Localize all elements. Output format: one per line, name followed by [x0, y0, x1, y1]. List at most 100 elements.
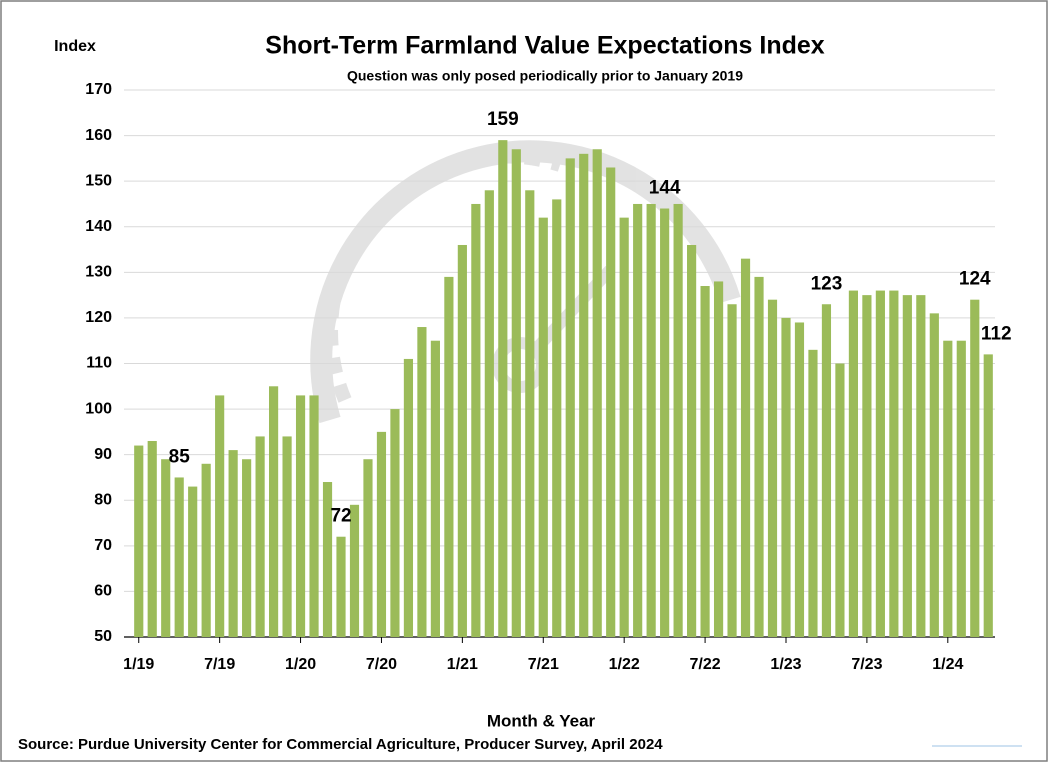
- bar: [363, 459, 373, 637]
- source-note: Source: Purdue University Center for Com…: [18, 736, 663, 753]
- y-axis-label: Index: [54, 38, 96, 55]
- bar: [282, 436, 292, 637]
- y-tick-label: 80: [94, 491, 112, 508]
- bar: [228, 450, 238, 637]
- bar: [322, 482, 333, 637]
- bar: [673, 203, 683, 638]
- bar: [902, 295, 912, 637]
- data-label: 85: [169, 446, 191, 467]
- bar: [376, 431, 387, 637]
- bar: [727, 304, 737, 637]
- data-label: 159: [487, 109, 519, 130]
- x-tick-label: 1/22: [609, 656, 640, 673]
- bar: [525, 190, 535, 638]
- data-label: 112: [981, 323, 1012, 344]
- bar: [538, 217, 548, 637]
- y-tick-label: 100: [85, 400, 112, 417]
- bar: [646, 203, 656, 638]
- bar: [134, 445, 144, 637]
- bar: [579, 153, 589, 638]
- y-tick-label: 70: [94, 537, 112, 554]
- chart-subtitle: Question was only posed periodically pri…: [347, 68, 743, 84]
- bar: [295, 395, 306, 637]
- bar: [862, 295, 872, 637]
- bar: [633, 203, 643, 638]
- bar: [255, 436, 265, 637]
- bar: [956, 340, 966, 637]
- bar: [552, 199, 562, 637]
- bars: [134, 140, 993, 638]
- bar: [970, 299, 980, 637]
- bar: [215, 395, 225, 637]
- x-tick-label: 1/20: [285, 656, 316, 673]
- bar: [794, 322, 805, 637]
- bar: [754, 276, 764, 637]
- bar: [740, 258, 751, 637]
- bar: [983, 354, 993, 637]
- bar: [592, 149, 602, 637]
- bar: [687, 244, 697, 637]
- chart-title: Short-Term Farmland Value Expectations I…: [265, 32, 824, 60]
- data-label: 144: [649, 178, 681, 199]
- bar: [188, 486, 198, 637]
- y-tick-label: 120: [85, 309, 112, 326]
- bar: [309, 395, 319, 637]
- y-tick-label: 50: [94, 628, 112, 645]
- bar: [565, 158, 575, 637]
- y-tick-label: 170: [85, 81, 112, 98]
- x-tick-label: 7/19: [204, 656, 235, 673]
- bar: [471, 203, 481, 638]
- bar: [161, 459, 171, 637]
- bar: [821, 304, 832, 637]
- bar: [390, 409, 400, 637]
- bar: [660, 208, 670, 637]
- bar: [269, 386, 279, 637]
- bar: [781, 317, 791, 637]
- bar: [875, 290, 885, 637]
- x-axis-label: Month & Year: [487, 711, 596, 730]
- bar: [430, 340, 440, 637]
- bar: [619, 217, 629, 637]
- bar: [767, 299, 778, 637]
- bar: [147, 440, 157, 637]
- bar: [606, 167, 616, 637]
- bar: [943, 340, 953, 637]
- labels: 50 60 70 80 90 100 110 120 130 140 150 160 170 1/19 85…: [85, 81, 1011, 673]
- y-tick-label: 140: [85, 218, 112, 235]
- y-tick-label: 110: [86, 355, 112, 372]
- bar: [336, 536, 346, 637]
- x-tick-label: 1/21: [447, 656, 478, 673]
- bar: [700, 286, 710, 637]
- x-tick-label: 1/23: [770, 656, 801, 673]
- bar: [511, 149, 521, 637]
- data-label: 72: [330, 506, 351, 527]
- y-tick-label: 60: [94, 583, 112, 600]
- bar: [498, 140, 508, 637]
- x-tick-label: 7/23: [851, 656, 882, 673]
- bar: [808, 349, 818, 637]
- bar: [417, 327, 427, 637]
- x-tick-label: 7/21: [528, 656, 559, 673]
- bar: [349, 504, 360, 637]
- x-tick-label: 7/20: [366, 656, 397, 673]
- bar: [201, 463, 211, 637]
- bar: [848, 290, 858, 637]
- bar: [889, 290, 899, 637]
- bar: [929, 313, 939, 637]
- bar: [713, 281, 724, 637]
- y-tick-label: 90: [94, 446, 112, 463]
- bar: [444, 276, 454, 637]
- bar: [484, 190, 494, 638]
- bar: [242, 459, 252, 637]
- bar: [457, 244, 467, 637]
- x-tick-label: 1/24: [932, 656, 963, 673]
- y-tick-label: 150: [85, 172, 112, 189]
- data-label: 123: [811, 273, 843, 294]
- data-label: 124: [959, 269, 991, 290]
- y-tick-label: 130: [85, 264, 112, 281]
- y-tick-label: 160: [85, 127, 112, 144]
- bar: [835, 363, 845, 637]
- x-tick-label: 7/22: [690, 656, 721, 673]
- bar: [403, 358, 414, 637]
